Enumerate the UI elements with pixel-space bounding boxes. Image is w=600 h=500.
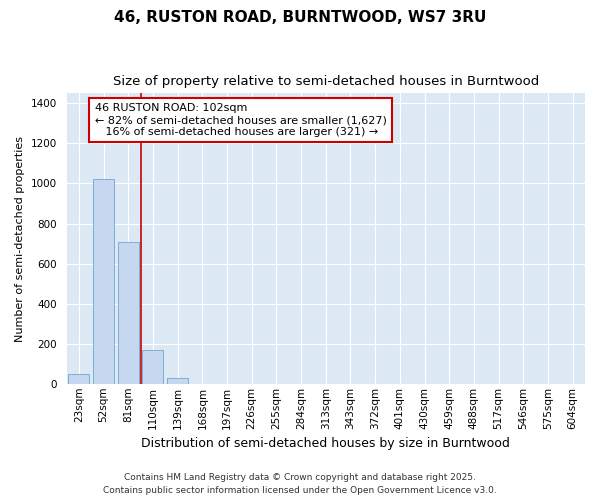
Bar (68, 374, 89, 384)
Title: Size of property relative to semi-detached houses in Burntwood: Size of property relative to semi-detach… (113, 75, 539, 88)
Bar (167, 378, 188, 384)
Bar (118, 242, 139, 384)
Text: 46, RUSTON ROAD, BURNTWOOD, WS7 3RU: 46, RUSTON ROAD, BURNTWOOD, WS7 3RU (114, 10, 486, 25)
Text: Contains HM Land Registry data © Crown copyright and database right 2025.
Contai: Contains HM Land Registry data © Crown c… (103, 474, 497, 495)
Text: 46 RUSTON ROAD: 102sqm
← 82% of semi-detached houses are smaller (1,627)
   16% : 46 RUSTON ROAD: 102sqm ← 82% of semi-det… (95, 104, 387, 136)
X-axis label: Distribution of semi-detached houses by size in Burntwood: Distribution of semi-detached houses by … (142, 437, 510, 450)
Bar (93, 180, 114, 384)
Bar (142, 350, 163, 384)
Y-axis label: Number of semi-detached properties: Number of semi-detached properties (15, 136, 25, 342)
